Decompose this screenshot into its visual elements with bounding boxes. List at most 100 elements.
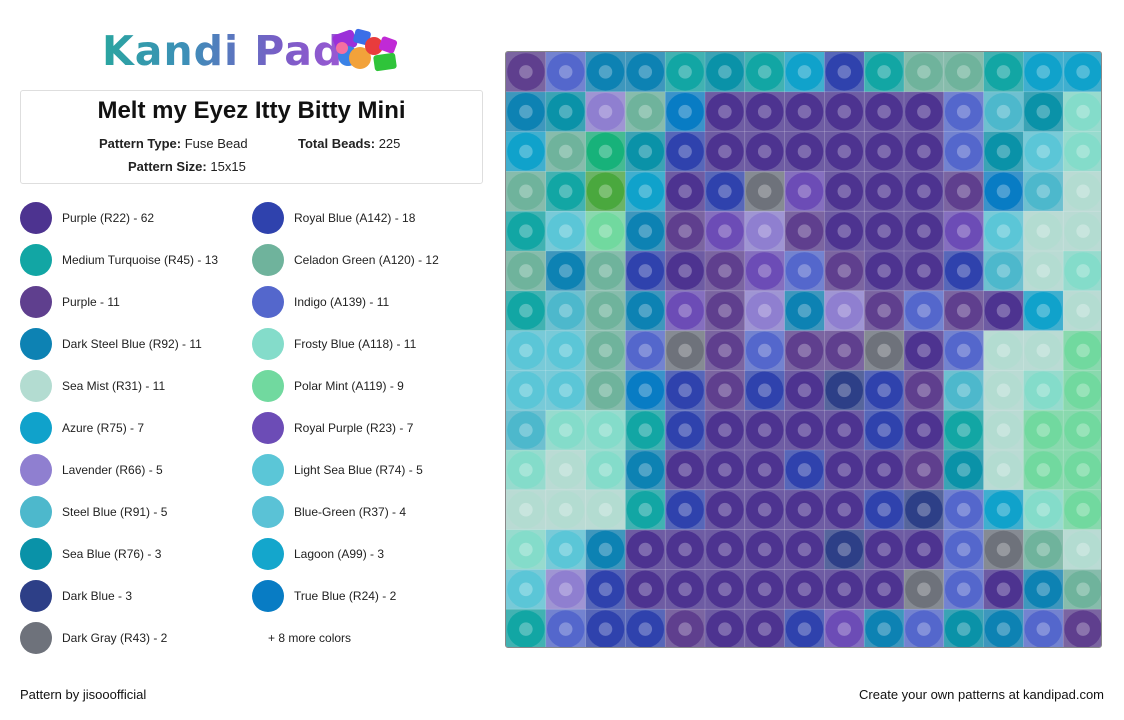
bead-hole (558, 502, 573, 517)
color-swatch (252, 370, 284, 402)
bead-hole (718, 144, 732, 159)
bead (507, 610, 545, 647)
bead (626, 530, 665, 569)
bead (1064, 212, 1101, 250)
bead-hole (917, 224, 931, 238)
bead-hole (996, 224, 1011, 238)
bead-grid (506, 52, 1101, 647)
bead (706, 610, 744, 647)
color-swatch (252, 202, 284, 234)
legend-label: Sea Blue (R76) - 3 (62, 547, 162, 561)
bead (546, 92, 585, 131)
legend-item: Steel Blue (R91) - 5 (20, 496, 167, 528)
bead-hole (1036, 463, 1051, 477)
bead-hole (718, 622, 732, 636)
pattern-type-value: Fuse Bead (184, 136, 248, 151)
bead (666, 490, 704, 529)
bead-hole (1036, 502, 1051, 517)
bead (1064, 530, 1101, 569)
bead-hole (837, 502, 852, 517)
bead (745, 610, 784, 647)
color-swatch (252, 538, 284, 570)
bead (905, 610, 943, 647)
bead-hole (837, 622, 852, 636)
bead-hole (519, 343, 533, 358)
bead-hole (638, 104, 653, 119)
bead (745, 252, 784, 290)
bead-hole (996, 542, 1011, 557)
total-beads-label: Total Beads: (298, 136, 376, 151)
bead (1024, 212, 1063, 250)
bead (586, 610, 625, 647)
bead (944, 490, 983, 529)
bead-hole (797, 224, 812, 238)
bead-hole (837, 463, 852, 477)
bead-hole (718, 502, 732, 517)
bead-hole (638, 502, 653, 517)
bead-hole (956, 622, 971, 636)
bead (1064, 411, 1101, 449)
bead (825, 212, 864, 250)
bead-hole (757, 502, 772, 517)
color-swatch (20, 538, 52, 570)
bead-hole (877, 303, 891, 318)
legend-item: Light Sea Blue (R74) - 5 (252, 454, 423, 486)
bead (785, 411, 824, 449)
bead (745, 490, 784, 529)
bead (785, 451, 824, 489)
bead (905, 411, 943, 449)
pattern-info-card: Melt my Eyez Itty Bitty Mini Pattern Typ… (20, 90, 483, 184)
bead (944, 530, 983, 569)
bead (984, 53, 1023, 91)
bead-hole (638, 144, 653, 159)
kandipad-cta-link[interactable]: Create your own patterns at kandipad.com (859, 687, 1104, 702)
bead (984, 92, 1023, 131)
bead-hole (917, 542, 931, 557)
bead-hole (917, 144, 931, 159)
bead-hole (757, 184, 772, 199)
legend-label: Azure (R75) - 7 (62, 421, 145, 435)
bead (626, 570, 665, 609)
bead (1024, 451, 1063, 489)
total-beads-value: 225 (378, 136, 401, 151)
bead (626, 371, 665, 410)
bead-hole (917, 463, 931, 477)
bead (825, 53, 864, 91)
bead-hole (598, 463, 613, 477)
bead-hole (996, 582, 1011, 597)
bead (626, 411, 665, 449)
bead-hole (797, 144, 812, 159)
bead-hole (718, 224, 732, 238)
more-colors-link[interactable]: + 8 more colors (268, 631, 352, 645)
bead (745, 291, 784, 330)
bead (905, 172, 943, 211)
bead (865, 411, 903, 449)
bead-hole (718, 343, 732, 358)
bead-hole (956, 582, 971, 597)
bead-hole (877, 184, 891, 199)
bead-hole (956, 224, 971, 238)
legend-item: Azure (R75) - 7 (20, 412, 144, 444)
bead (865, 212, 903, 250)
bead-hole (1076, 383, 1090, 398)
bead-hole (996, 104, 1011, 119)
kandi-pad-logo[interactable]: Kandi Pad (102, 26, 412, 76)
bead (785, 132, 824, 171)
color-swatch (20, 244, 52, 276)
bead (905, 252, 943, 290)
bead-hole (1036, 383, 1051, 398)
bead-hole (678, 224, 692, 238)
bead-hole (837, 104, 852, 119)
bead-hole (638, 343, 653, 358)
bead (507, 212, 545, 250)
bead (586, 371, 625, 410)
bead-hole (996, 463, 1011, 477)
bead (905, 530, 943, 569)
bead-hole (1036, 264, 1051, 278)
bead (865, 132, 903, 171)
bead-hole (996, 303, 1011, 318)
legend-item: Royal Blue (A142) - 18 (252, 202, 415, 234)
bead-hole (917, 303, 931, 318)
total-beads: Total Beads: 225 (298, 136, 400, 151)
bead (745, 371, 784, 410)
